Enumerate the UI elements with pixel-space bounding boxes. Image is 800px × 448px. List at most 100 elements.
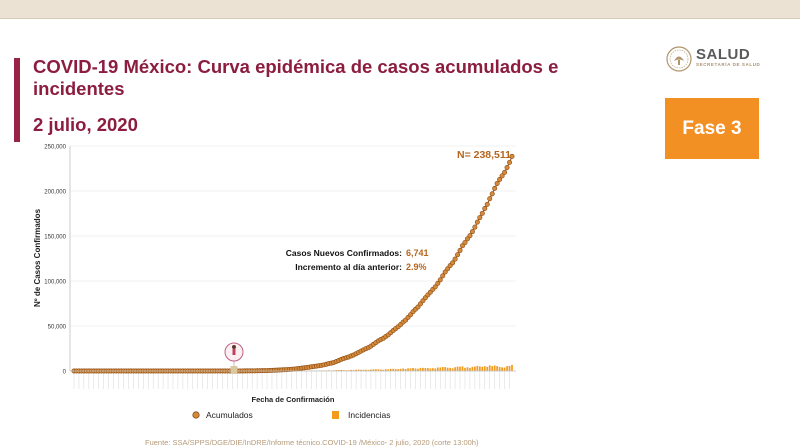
incidence-bar	[503, 367, 506, 371]
y-tick-label: 50,000	[48, 325, 67, 331]
accumulated-point	[492, 185, 498, 191]
accumulated-point	[437, 277, 443, 283]
incidence-bar	[511, 364, 513, 371]
incidence-bar	[478, 366, 481, 371]
y-tick-label: 200,000	[44, 190, 66, 196]
accumulated-point	[502, 169, 508, 175]
y-tick-labels: 0 50,000 100,000 150,000 200,000 250,000	[44, 145, 66, 376]
slide-date: 2 julio, 2020	[33, 114, 138, 135]
incidence-bar	[367, 369, 370, 371]
incidence-bar	[392, 368, 395, 371]
incidence-bar	[444, 367, 447, 371]
title-accent-bar	[14, 58, 20, 142]
incidence-bar	[397, 369, 400, 371]
grid-layer	[70, 145, 516, 327]
incidence-bar	[501, 367, 503, 371]
legend-incidence-marker	[332, 411, 339, 419]
incidence-bar	[419, 367, 422, 371]
accumulated-point	[479, 210, 485, 216]
incidence-bar	[426, 368, 429, 371]
incidence-bar	[434, 368, 437, 371]
incidence-bar	[429, 368, 432, 371]
incidence-bar	[387, 369, 390, 371]
incidence-bar	[389, 368, 392, 371]
incidence-bar	[491, 366, 494, 371]
incidence-bar	[365, 369, 367, 371]
total-annotation: N= 238,511	[457, 149, 511, 161]
accumulated-point	[469, 229, 475, 235]
source-footnote: Fuente: SSA/SPPS/DGE/DIE/InDRE/Informe t…	[145, 438, 479, 447]
accumulated-line	[74, 156, 513, 372]
incidence-bar	[337, 370, 340, 371]
accumulated-point	[484, 201, 490, 207]
incidence-bar	[431, 368, 434, 371]
accumulated-point	[487, 196, 493, 202]
accumulated-point	[507, 159, 513, 165]
slide-title: COVID-19 México: Curva epidémica de caso…	[33, 56, 559, 99]
accumulated-point	[452, 256, 458, 262]
y-tick-label: 250,000	[44, 145, 66, 151]
incidence-bar	[404, 368, 407, 371]
increase-label: Incremento al día anterior:	[295, 262, 402, 272]
incidence-bar	[422, 367, 424, 371]
accumulated-point	[472, 224, 478, 230]
legend-accumulated-marker	[192, 411, 200, 419]
incidence-bar	[357, 369, 360, 371]
incidence-bar	[350, 369, 353, 371]
accumulated-point	[504, 165, 510, 171]
incidence-bar	[488, 365, 491, 371]
accumulated-point	[432, 284, 438, 290]
accumulated-point	[477, 215, 483, 221]
accumulated-point	[494, 180, 500, 186]
accumulated-point	[440, 273, 446, 279]
y-tick-label: 0	[63, 370, 67, 376]
incidence-bar	[439, 367, 442, 371]
top-band	[0, 0, 800, 19]
accumulated-point	[497, 176, 503, 182]
x-axis-label: Fecha de Confirmación	[252, 395, 335, 404]
phase-badge: Fase 3	[665, 98, 759, 159]
incidence-bar	[360, 369, 362, 371]
incidence-bar	[469, 367, 471, 371]
incidence-bar	[414, 368, 417, 371]
accumulated-point	[467, 233, 473, 239]
incidence-bar	[498, 367, 501, 371]
incidence-bar	[464, 367, 466, 371]
increase-value: 2.9%	[406, 262, 427, 272]
incidence-bar	[370, 369, 372, 371]
accumulated-point	[509, 153, 515, 159]
incidence-bar	[399, 368, 402, 371]
incidence-bar	[412, 368, 414, 371]
incidence-bar	[382, 369, 385, 371]
incidence-bar	[456, 366, 459, 371]
incidence-bar	[372, 369, 375, 371]
incidence-bar	[459, 366, 461, 371]
incidence-bar	[394, 369, 397, 371]
logo-name: SALUD	[696, 46, 751, 63]
accumulated-point	[442, 269, 448, 275]
y-axis-label: Nº de Casos Confirmados	[33, 208, 42, 307]
incidence-bar	[483, 366, 486, 371]
accumulated-series	[71, 153, 515, 374]
legend: Acumulados Incidencias	[192, 410, 391, 420]
incidence-bar	[402, 368, 404, 371]
y-tick-label: 100,000	[44, 280, 66, 286]
x-tick-marks	[73, 371, 510, 389]
incidence-bar	[340, 369, 343, 371]
new-cases-label: Casos Nuevos Confirmados:	[286, 248, 402, 258]
legend-accumulated-label: Acumulados	[206, 410, 253, 420]
incidence-bar	[451, 368, 454, 371]
accumulated-point	[455, 252, 461, 258]
incidence-bar	[454, 367, 456, 371]
incidence-bar	[424, 367, 427, 371]
legend-incidence-label: Incidencias	[348, 410, 391, 420]
incidence-bar	[384, 369, 387, 371]
logo-subtext: SECRETARÍA DE SALUD	[696, 62, 761, 67]
incidence-bar	[441, 367, 444, 371]
incidence-bar	[407, 368, 409, 371]
incidence-bar	[375, 369, 377, 371]
incidence-bar	[496, 366, 499, 371]
incidence-bar	[449, 367, 452, 371]
incidence-bar	[461, 366, 464, 371]
